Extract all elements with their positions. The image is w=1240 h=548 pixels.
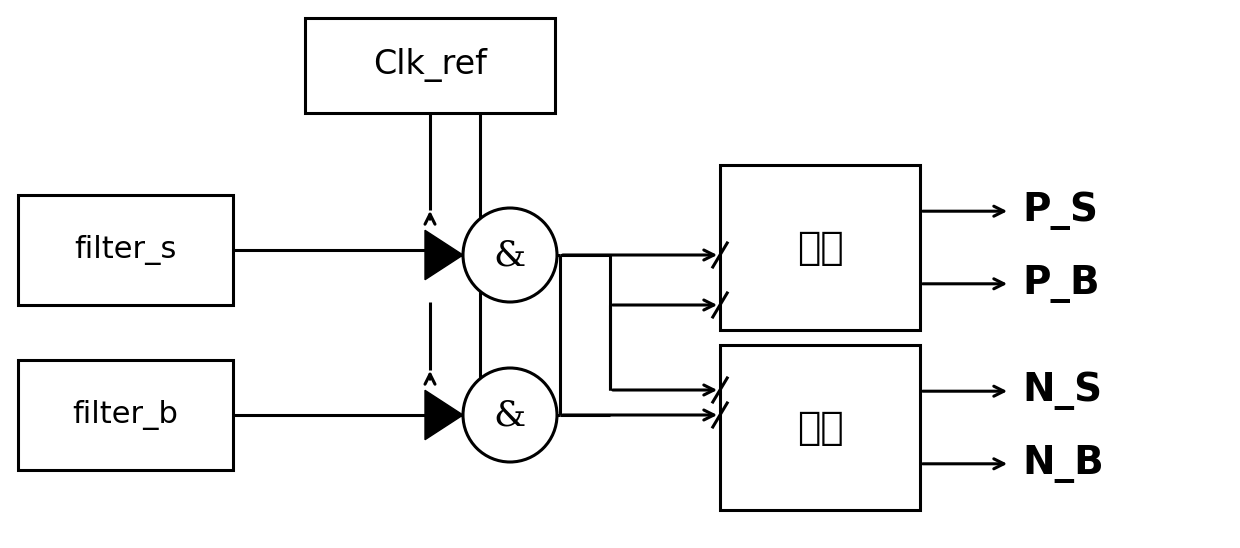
Text: &: &: [494, 238, 526, 272]
Text: 正数: 正数: [796, 229, 843, 266]
Bar: [305, 18, 556, 113]
Text: N_B: N_B: [1022, 445, 1104, 483]
Text: N_S: N_S: [1022, 372, 1102, 410]
Polygon shape: [425, 390, 463, 439]
Circle shape: [463, 208, 557, 302]
Bar: [720, 345, 920, 510]
Bar: [19, 195, 233, 305]
Text: 负数: 负数: [796, 408, 843, 447]
Bar: [720, 165, 920, 330]
Text: P_B: P_B: [1022, 265, 1100, 303]
Text: Clk_ref: Clk_ref: [373, 49, 487, 83]
Text: P_S: P_S: [1022, 192, 1097, 231]
Text: filter_s: filter_s: [74, 235, 176, 265]
Text: &: &: [494, 398, 526, 432]
Circle shape: [463, 368, 557, 462]
Bar: [19, 360, 233, 470]
Polygon shape: [425, 230, 463, 279]
Text: filter_b: filter_b: [73, 400, 179, 430]
